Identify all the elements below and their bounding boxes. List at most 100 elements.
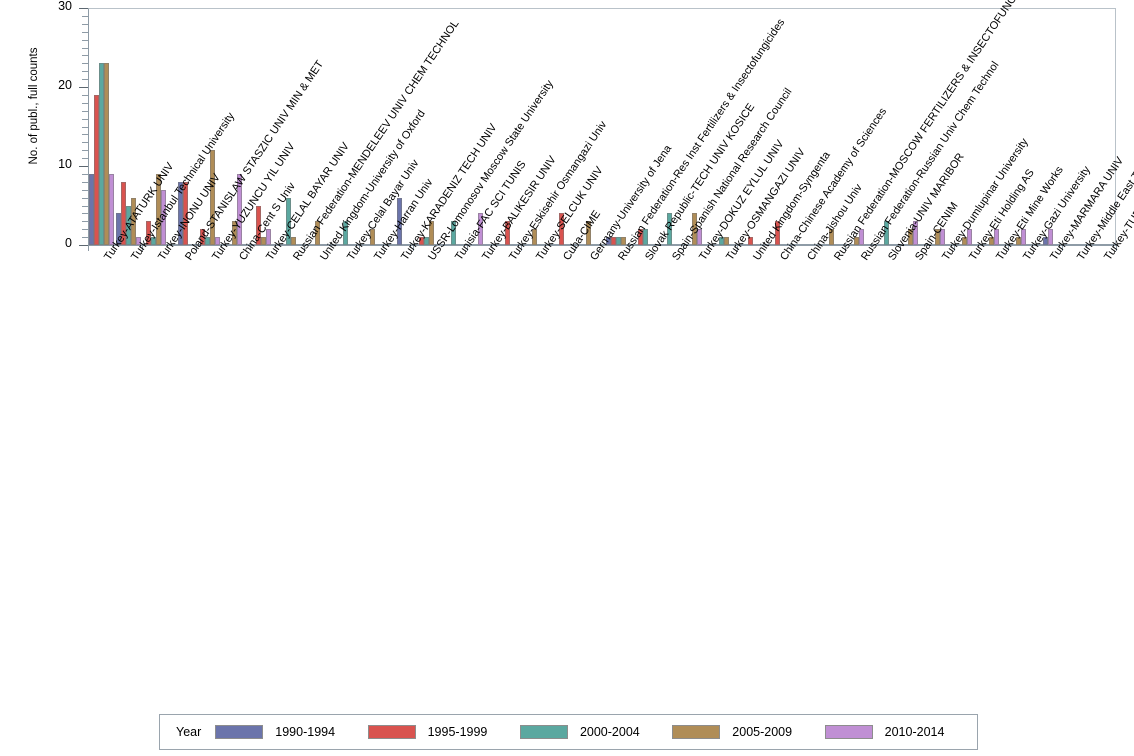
- bar: [615, 237, 621, 245]
- x-axis-tick: [574, 246, 576, 251]
- bar: [116, 213, 122, 245]
- x-axis-tick: [683, 246, 685, 251]
- bar: [369, 229, 375, 245]
- y-axis-tick-label: 30: [58, 0, 72, 13]
- bar: [104, 63, 110, 245]
- y-axis-major-tick: [79, 166, 88, 167]
- x-axis-tick: [1007, 246, 1009, 251]
- y-axis-minor-tick: [82, 197, 88, 199]
- bar: [913, 221, 919, 245]
- bar: [160, 189, 166, 245]
- bar: [723, 237, 729, 245]
- bar: [1021, 229, 1027, 245]
- y-axis-tick-label: 0: [65, 236, 72, 250]
- y-axis-minor-tick: [82, 229, 88, 231]
- legend-swatch: [672, 725, 721, 739]
- bar: [908, 229, 914, 245]
- y-axis-major-tick: [79, 8, 88, 9]
- bar: [256, 205, 262, 245]
- bar: [204, 237, 210, 245]
- bar: [859, 229, 864, 245]
- legend: Year 1990-1994 1995-1999 2000-2004 2005-200…: [159, 714, 978, 750]
- bar: [989, 237, 995, 245]
- bar: [585, 221, 591, 245]
- bar: [231, 221, 237, 245]
- y-axis-minor-tick: [82, 63, 88, 65]
- bar: [748, 237, 754, 245]
- bar: [854, 237, 859, 245]
- x-axis-tick: [520, 246, 522, 251]
- bar: [428, 221, 434, 245]
- bar: [637, 229, 643, 245]
- bar: [423, 237, 429, 245]
- bar: [418, 237, 424, 245]
- x-axis-tick: [466, 246, 468, 251]
- x-axis-tick: [412, 246, 414, 251]
- y-axis-minor-tick: [82, 23, 88, 25]
- y-axis-minor-tick: [82, 134, 88, 136]
- y-axis-minor-tick: [82, 39, 88, 41]
- bar: [266, 229, 272, 245]
- bar: [775, 221, 781, 245]
- bar: [962, 237, 968, 245]
- y-axis-minor-tick: [82, 55, 88, 57]
- x-axis-tick: [88, 246, 89, 251]
- x-axis-tick: [737, 246, 739, 251]
- bar: [450, 221, 456, 245]
- y-axis-minor-tick: [82, 31, 88, 33]
- bar: [1048, 229, 1054, 245]
- y-axis-minor-tick: [82, 173, 88, 175]
- bar: [209, 150, 215, 245]
- bar: [994, 229, 1000, 245]
- y-axis-minor-tick: [82, 47, 88, 49]
- bar: [642, 229, 648, 245]
- y-axis-minor-tick: [82, 15, 88, 17]
- bar: [883, 221, 889, 245]
- y-axis-minor-tick: [82, 79, 88, 81]
- bar: [718, 237, 724, 245]
- bar: [610, 237, 616, 245]
- legend-swatch: [215, 725, 264, 739]
- y-axis-major-tick: [79, 87, 88, 88]
- bar: [99, 63, 105, 245]
- bar: [290, 237, 296, 245]
- bar: [315, 221, 321, 245]
- plot-area: [88, 8, 1116, 245]
- x-axis-tick: [1116, 246, 1117, 251]
- bar: [109, 173, 115, 245]
- x-axis-tick: [304, 246, 306, 251]
- x-axis-tick: [953, 246, 955, 251]
- x-axis-tick: [899, 246, 901, 251]
- legend-item[interactable]: 1990-1994: [215, 725, 363, 739]
- bar: [177, 181, 183, 245]
- y-axis-minor-tick: [82, 94, 88, 96]
- y-axis-minor-tick: [82, 71, 88, 73]
- bar: [691, 213, 697, 245]
- y-axis-tick-label: 20: [58, 78, 72, 92]
- bar: [89, 173, 95, 245]
- bar: [667, 213, 673, 245]
- y-axis-minor-tick: [82, 237, 88, 239]
- bar: [605, 237, 611, 245]
- y-axis-minor-tick: [82, 102, 88, 104]
- bar: [150, 237, 156, 245]
- y-axis-minor-tick: [82, 158, 88, 160]
- bar: [829, 229, 835, 245]
- bar: [967, 229, 973, 245]
- x-axis-tick: [845, 246, 847, 251]
- x-axis-tick: [791, 246, 793, 251]
- legend-item[interactable]: 1995-1999: [367, 725, 516, 739]
- y-axis-tick-label: 10: [58, 157, 72, 171]
- bar: [696, 229, 702, 245]
- legend-item[interactable]: 2000-2004: [519, 725, 668, 739]
- legend-item[interactable]: 2010-2014: [824, 725, 973, 739]
- x-axis-tick: [1061, 246, 1063, 251]
- legend-item[interactable]: 2005-2009: [672, 725, 820, 739]
- bar: [121, 181, 127, 245]
- legend-label: 1990-1994: [275, 725, 336, 739]
- bar: [504, 221, 510, 245]
- bar: [558, 213, 564, 245]
- bar: [126, 205, 132, 245]
